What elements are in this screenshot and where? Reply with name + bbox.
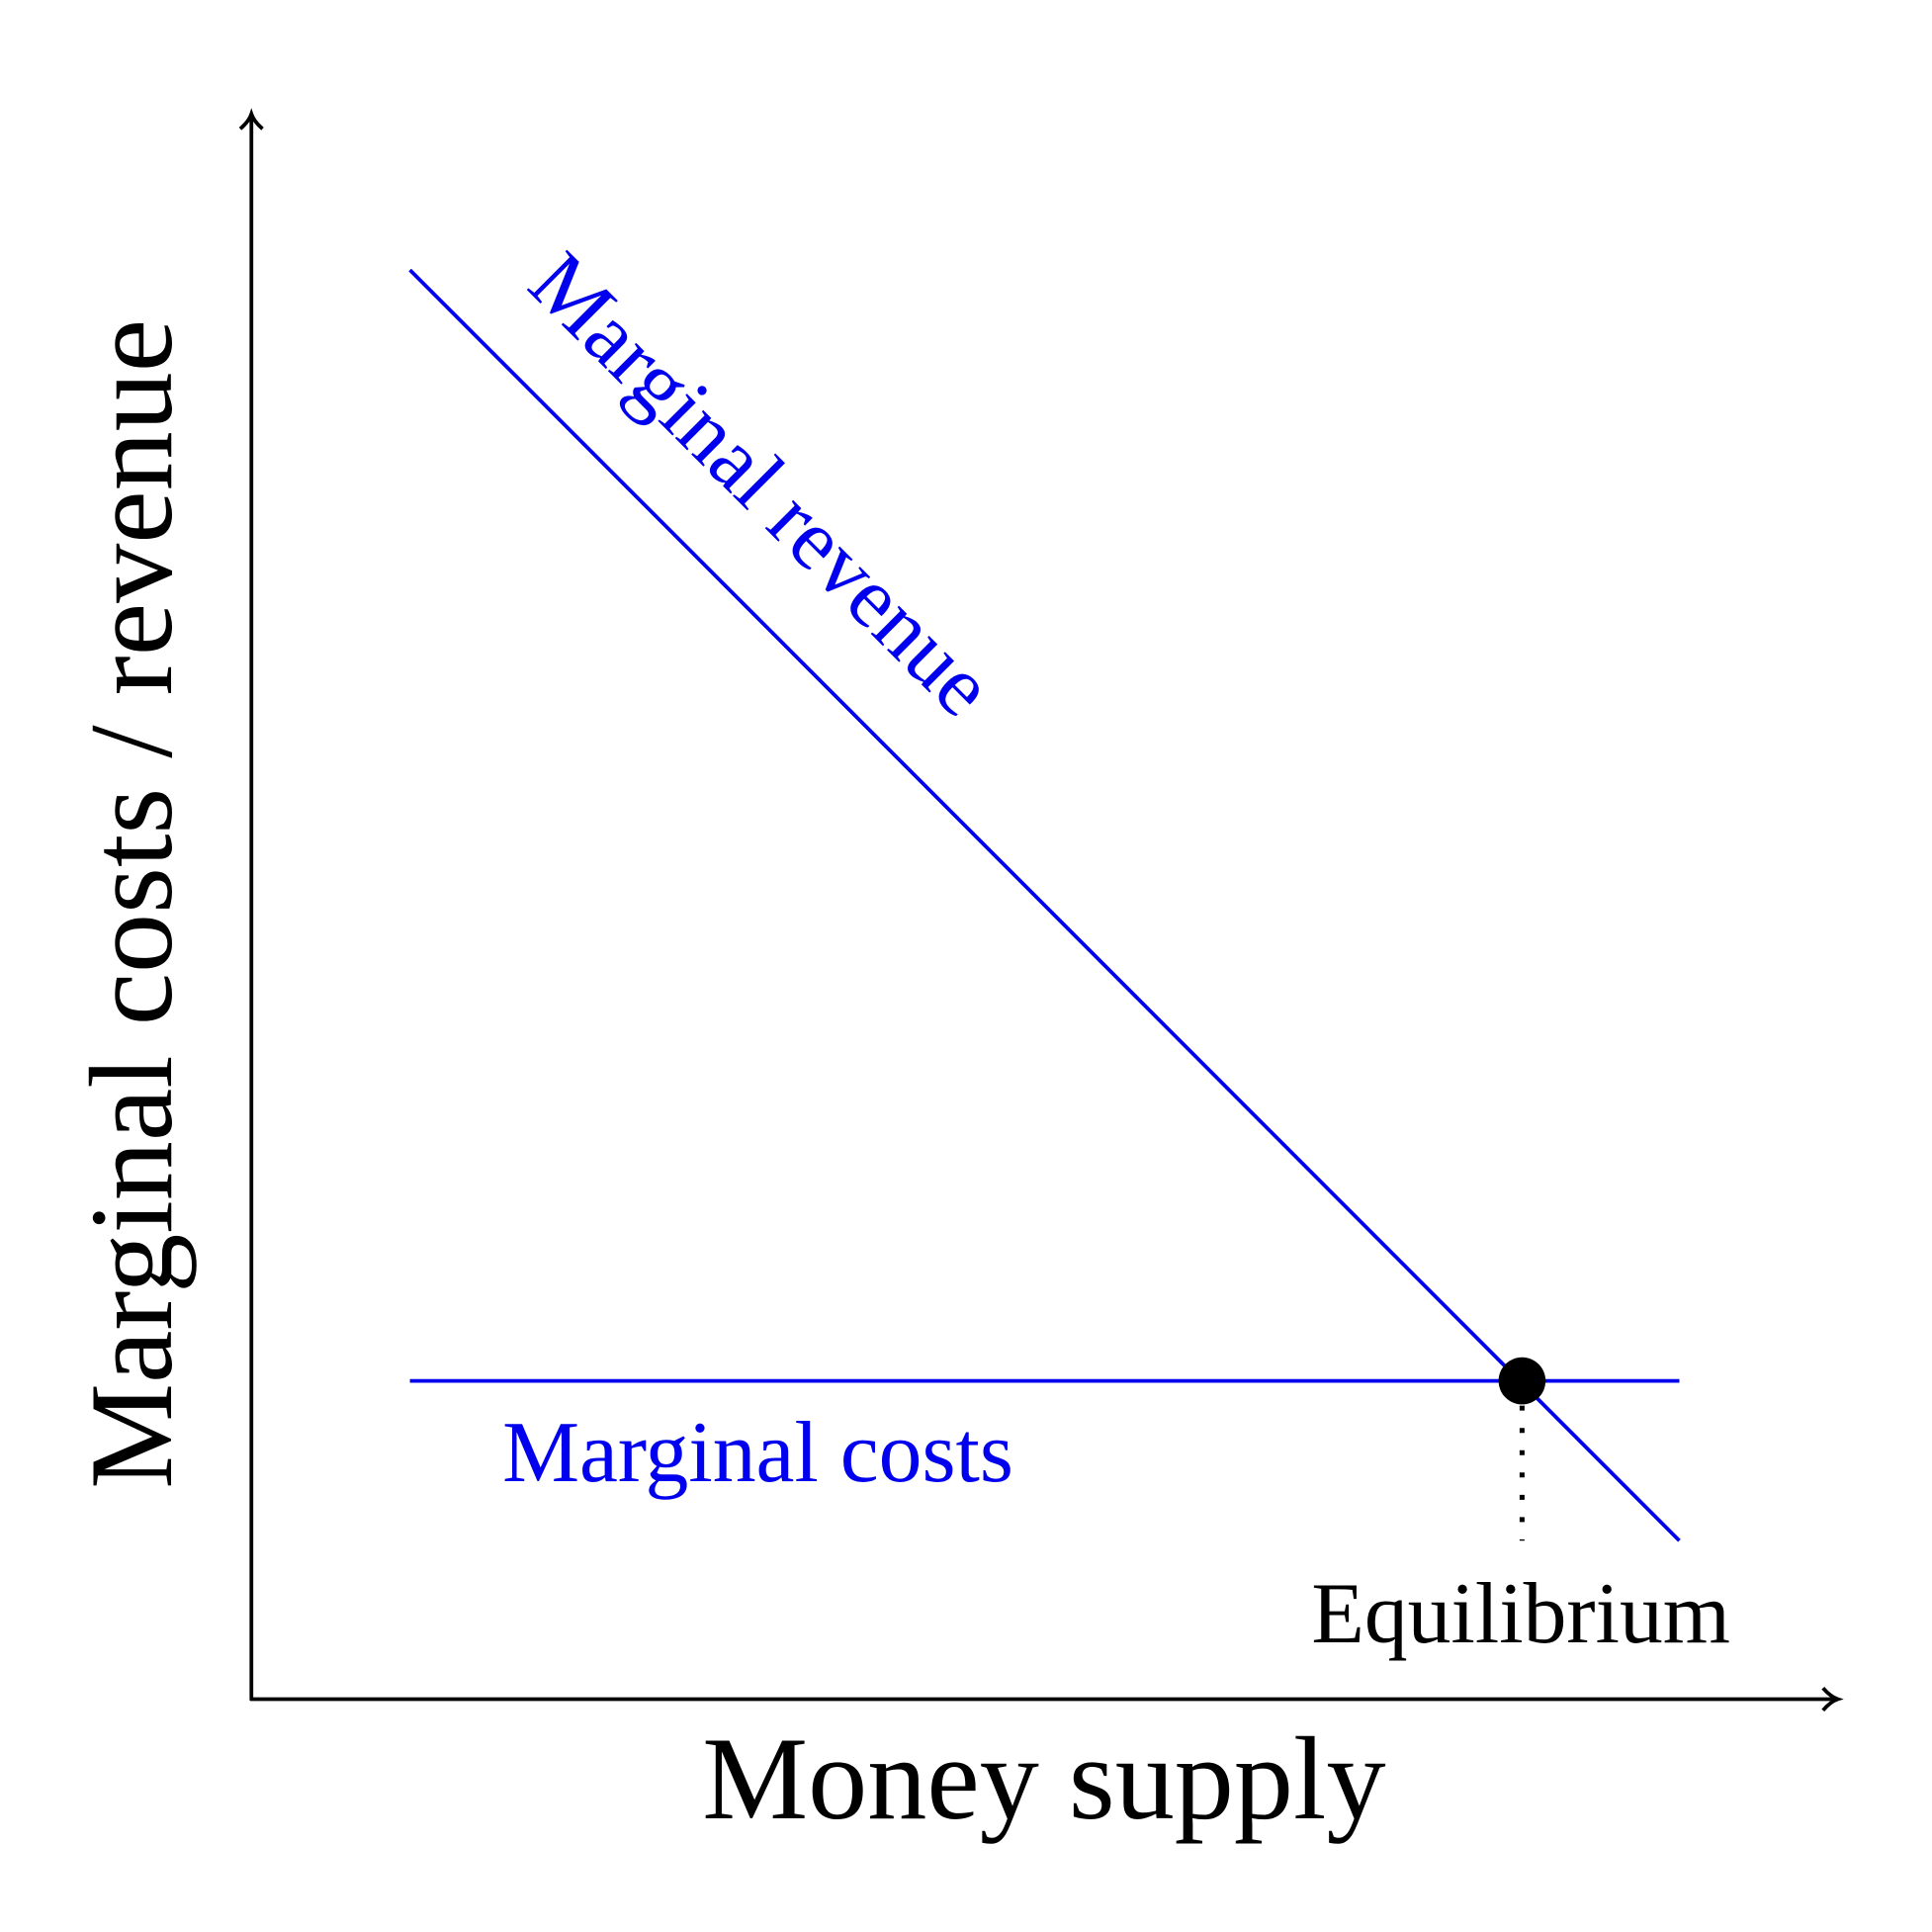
marginal-revenue-line	[408, 268, 1681, 1542]
marginal-costs-label: Marginal costs	[502, 1404, 1013, 1500]
x-axis-label: Money supply	[702, 1713, 1385, 1845]
marginal-revenue-label: Marginal revenue	[512, 233, 1012, 734]
equilibrium-point	[1498, 1357, 1546, 1405]
equilibrium-label: Equilibrium	[1311, 1565, 1730, 1661]
y-axis-label: Marginal costs / revenue	[66, 319, 198, 1489]
